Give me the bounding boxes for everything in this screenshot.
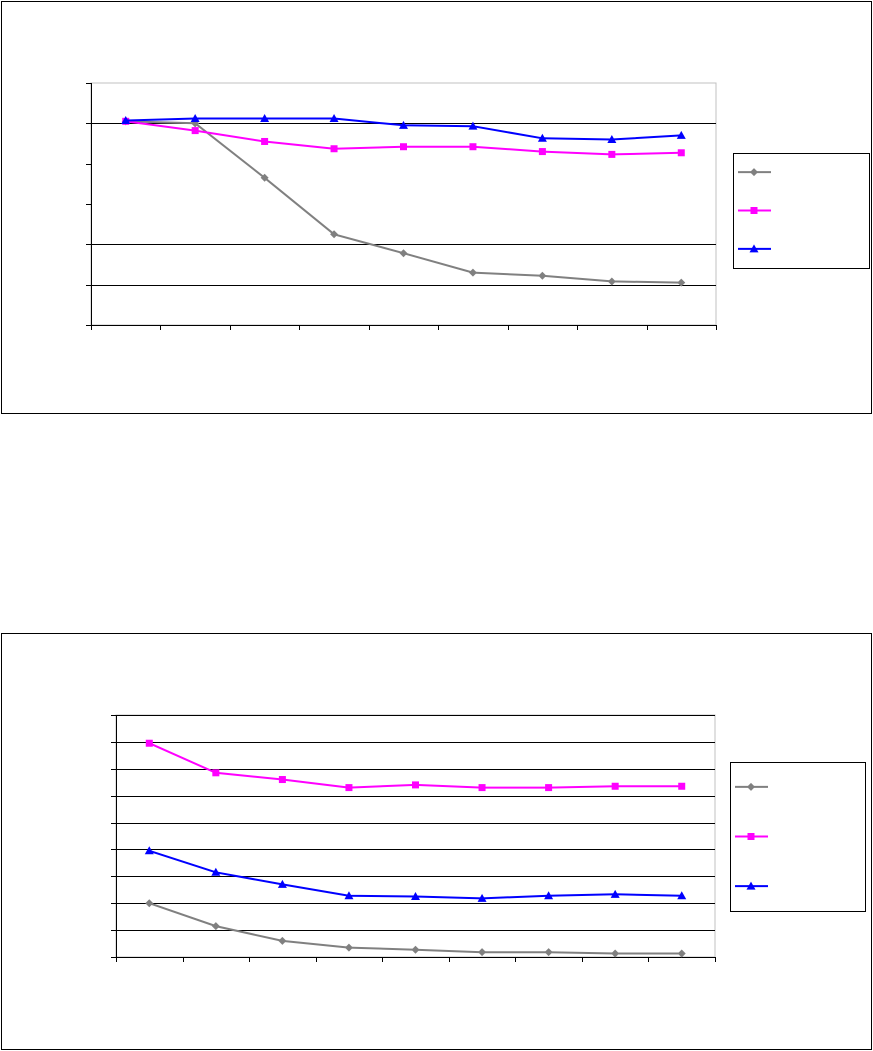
chart2-legend-marker-3 bbox=[746, 881, 756, 890]
chart1-series-2-point bbox=[677, 149, 685, 157]
chart2-series-3-point bbox=[544, 891, 554, 900]
chart1-series-1-point bbox=[468, 268, 477, 277]
chart1-series-3-point bbox=[399, 120, 408, 129]
chart1-legend-marker-2 bbox=[750, 207, 758, 214]
chart-2 bbox=[1, 633, 872, 1050]
chart-1-plot bbox=[86, 82, 870, 330]
chart1-series-2-point bbox=[191, 127, 199, 135]
chart2-series-3-point bbox=[610, 889, 620, 898]
chart1-series-1-point bbox=[677, 278, 686, 287]
chart2-series-2-point bbox=[545, 784, 553, 792]
chart1-series-3-point bbox=[676, 130, 686, 139]
chart1-series-3-point bbox=[607, 134, 617, 143]
chart1-series-3-point bbox=[190, 113, 200, 122]
chart1-series-3-point bbox=[329, 113, 339, 122]
chart2-series-3-point bbox=[277, 879, 287, 888]
chart2-series-3-point bbox=[477, 893, 487, 902]
chart1-series-3-point bbox=[468, 121, 478, 130]
chart2-series-3-point bbox=[344, 891, 354, 900]
chart1-series-3-point bbox=[260, 113, 270, 122]
chart1-legend-marker-1 bbox=[750, 168, 758, 177]
chart1-series-1-point bbox=[330, 230, 339, 239]
chart-2-plot bbox=[111, 714, 866, 962]
chart1-series-1-point bbox=[399, 249, 408, 258]
chart2-plot-area bbox=[115, 714, 716, 958]
chart1-series-2-point bbox=[330, 145, 338, 153]
chart-1 bbox=[1, 1, 872, 414]
chart2-series-2-point bbox=[145, 739, 153, 747]
chart2-series-3-point bbox=[144, 846, 154, 855]
chart1-legend-marker-3 bbox=[749, 244, 759, 253]
chart1-series-2-point bbox=[261, 137, 269, 145]
chart2-series-1-point bbox=[278, 936, 287, 945]
chart2-series-2-point bbox=[478, 784, 486, 792]
chart1-series-2-point bbox=[608, 150, 616, 158]
chart2-series-2-point bbox=[345, 784, 353, 792]
chart1-series-2-point bbox=[400, 143, 407, 151]
chart1-series-2-point bbox=[469, 143, 477, 151]
chart1-series-1-point bbox=[260, 173, 269, 182]
chart2-series-1-point bbox=[145, 899, 154, 908]
chart2-series-1-point bbox=[411, 945, 420, 954]
chart2-legend-marker-2 bbox=[747, 833, 755, 840]
chart2-series-1-point bbox=[211, 922, 220, 931]
chart2-series-1-point bbox=[544, 948, 553, 957]
chart1-series-2-point bbox=[538, 148, 546, 156]
chart1-series-3-point bbox=[121, 116, 131, 125]
chart2-series-2-point bbox=[278, 776, 286, 784]
chart2-series-1-point bbox=[478, 948, 487, 957]
chart2-series-3-point bbox=[411, 892, 420, 900]
chart2-legend-marker-1 bbox=[747, 782, 755, 791]
chart2-series-1-point bbox=[677, 949, 686, 958]
chart2-series-3-point bbox=[211, 867, 221, 876]
chart2-series-2-point bbox=[212, 769, 220, 777]
chart2-series-1-point bbox=[344, 943, 353, 952]
chart1-series-1-point bbox=[607, 277, 616, 286]
chart1-series-3-point bbox=[537, 133, 547, 142]
chart2-series-2-point bbox=[678, 782, 686, 790]
chart2-series-2-point bbox=[412, 781, 419, 789]
chart1-series-1-point bbox=[538, 271, 547, 280]
chart2-series-1-point bbox=[611, 949, 620, 958]
chart2-series-3-point bbox=[677, 891, 687, 900]
chart2-series-2-point bbox=[611, 782, 619, 790]
